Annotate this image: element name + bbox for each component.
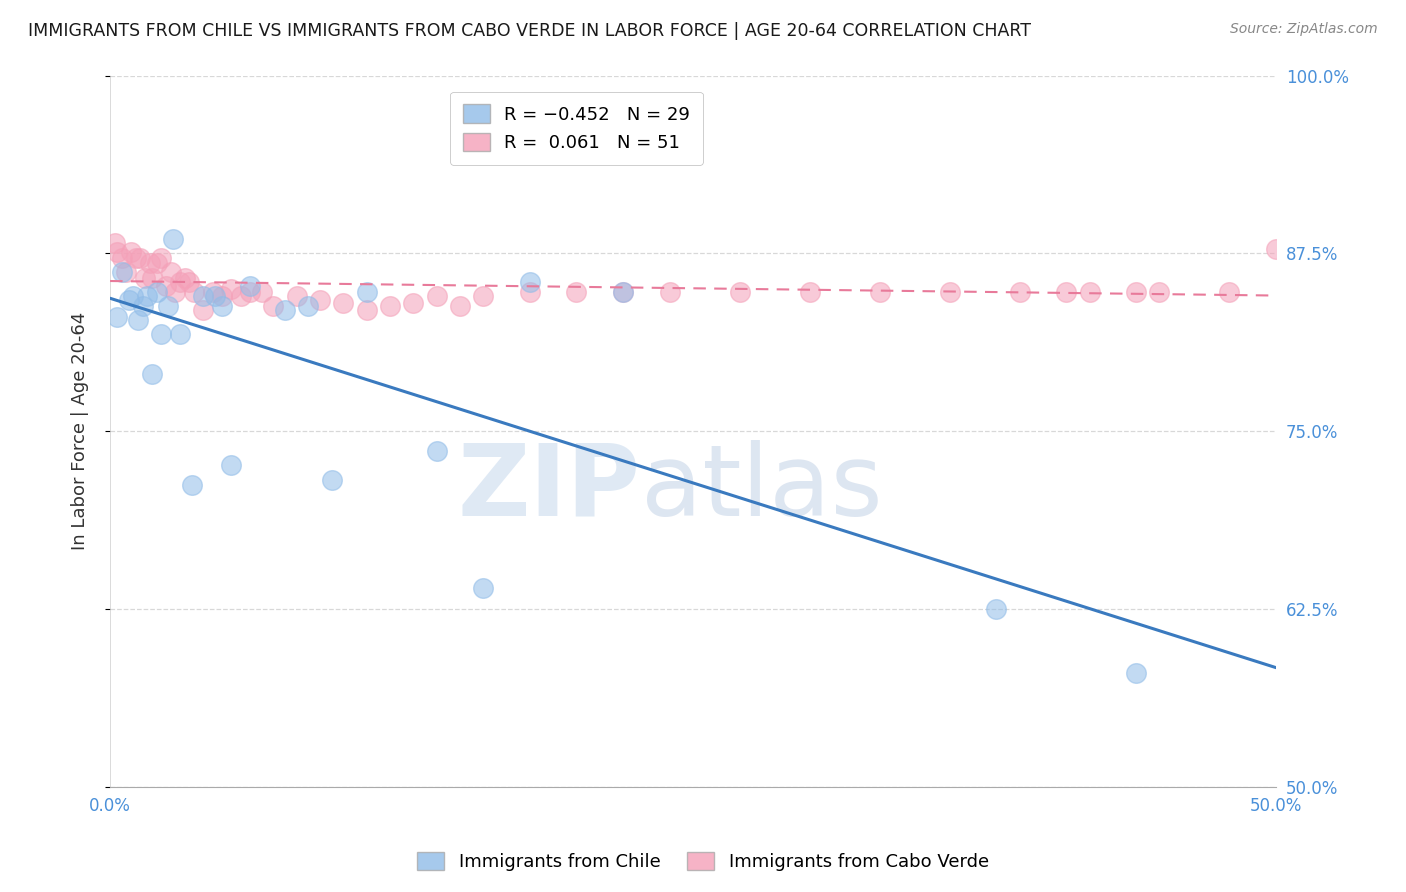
Point <box>211 299 233 313</box>
Point <box>138 256 160 270</box>
Point <box>1125 285 1147 299</box>
Point <box>938 285 960 299</box>
Point <box>136 289 159 303</box>
Point <box>211 289 233 303</box>
Point <box>658 285 681 299</box>
Point <box>402 296 425 310</box>
Point <box>869 285 891 299</box>
Point <box>183 285 205 299</box>
Point <box>1125 666 1147 681</box>
Point <box>250 285 273 299</box>
Point <box>297 299 319 313</box>
Point <box>150 251 173 265</box>
Point <box>229 289 252 303</box>
Point <box>141 368 163 382</box>
Point <box>472 289 495 303</box>
Point <box>519 285 541 299</box>
Point <box>122 289 145 303</box>
Text: IMMIGRANTS FROM CHILE VS IMMIGRANTS FROM CABO VERDE IN LABOR FORCE | AGE 20-64 C: IMMIGRANTS FROM CHILE VS IMMIGRANTS FROM… <box>28 22 1031 40</box>
Point <box>332 296 354 310</box>
Point <box>221 458 243 473</box>
Point <box>239 285 262 299</box>
Y-axis label: In Labor Force | Age 20-64: In Labor Force | Age 20-64 <box>72 312 89 550</box>
Point <box>125 251 148 265</box>
Legend: R = −0.452   N = 29, R =  0.061   N = 51: R = −0.452 N = 29, R = 0.061 N = 51 <box>450 92 703 165</box>
Point <box>162 232 184 246</box>
Point <box>118 293 141 308</box>
Point <box>612 285 634 299</box>
Point <box>104 236 127 251</box>
Point <box>425 444 447 458</box>
Point <box>169 327 191 342</box>
Point <box>1078 285 1101 299</box>
Point <box>201 285 224 299</box>
Point <box>105 244 128 259</box>
Point <box>1149 285 1171 299</box>
Point <box>145 256 167 270</box>
Point <box>321 473 343 487</box>
Point <box>132 299 155 313</box>
Legend: Immigrants from Chile, Immigrants from Cabo Verde: Immigrants from Chile, Immigrants from C… <box>409 845 997 879</box>
Point <box>239 279 262 293</box>
Point <box>111 265 134 279</box>
Point <box>120 244 142 259</box>
Point <box>179 275 201 289</box>
Point <box>145 285 167 299</box>
Text: ZIP: ZIP <box>458 440 641 537</box>
Point <box>111 251 134 265</box>
Point <box>155 279 177 293</box>
Text: Source: ZipAtlas.com: Source: ZipAtlas.com <box>1230 22 1378 37</box>
Point <box>150 327 173 342</box>
Point <box>986 602 1008 616</box>
Point <box>129 251 152 265</box>
Point <box>115 265 138 279</box>
Point <box>141 270 163 285</box>
Point <box>180 478 202 492</box>
Point <box>127 313 149 327</box>
Point <box>728 285 751 299</box>
Point <box>356 303 378 318</box>
Point <box>799 285 821 299</box>
Point <box>165 285 187 299</box>
Point <box>285 289 308 303</box>
Point <box>105 310 128 325</box>
Point <box>157 299 180 313</box>
Point <box>262 299 284 313</box>
Point <box>193 289 215 303</box>
Point <box>1008 285 1031 299</box>
Point <box>1265 242 1288 256</box>
Point <box>565 285 588 299</box>
Point <box>472 581 495 595</box>
Point <box>204 289 226 303</box>
Point <box>173 270 195 285</box>
Point <box>378 299 401 313</box>
Point <box>169 275 191 289</box>
Point <box>1054 285 1077 299</box>
Point <box>274 303 297 318</box>
Point <box>221 282 243 296</box>
Point <box>1218 285 1240 299</box>
Point <box>519 275 541 289</box>
Point <box>193 303 215 318</box>
Point <box>612 285 634 299</box>
Text: atlas: atlas <box>641 440 882 537</box>
Point <box>159 265 181 279</box>
Point <box>134 270 156 285</box>
Point <box>449 299 471 313</box>
Point <box>356 285 378 299</box>
Point <box>309 293 332 308</box>
Point <box>425 289 447 303</box>
